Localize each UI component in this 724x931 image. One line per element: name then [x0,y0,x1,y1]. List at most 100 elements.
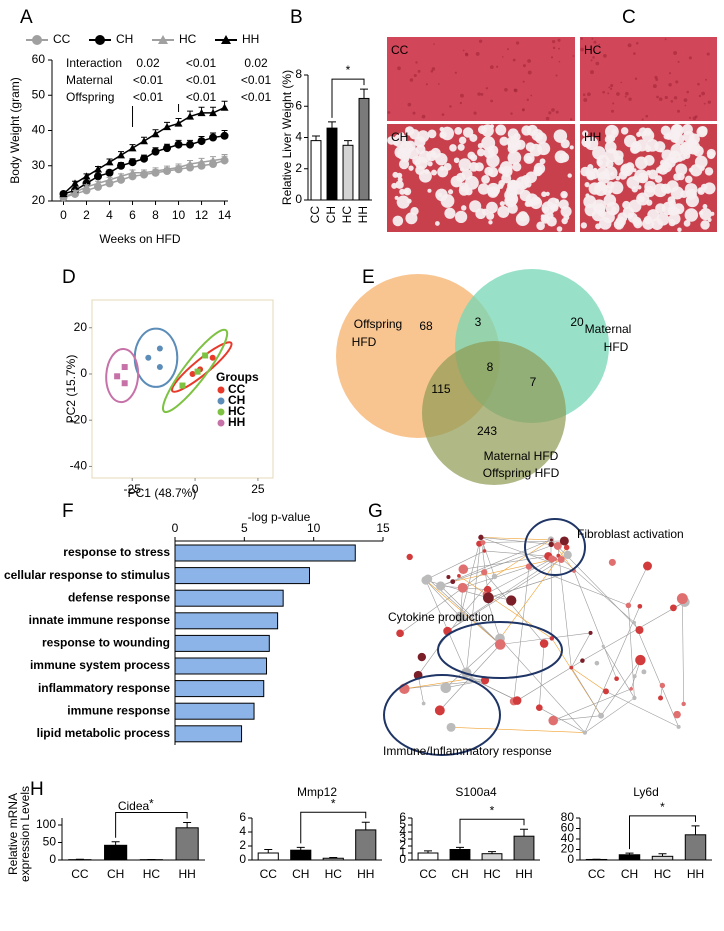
network-node [457,574,461,578]
tissue-texture [489,124,495,129]
tissue-texture [398,159,410,170]
network-edge [571,632,591,668]
significance-label: * [346,63,351,77]
data-point [186,159,195,168]
image-label: CC [391,43,409,57]
tissue-texture [655,166,663,174]
data-point [163,122,172,131]
tissue-texture [698,210,704,216]
significance-label: * [331,796,336,810]
tissue-texture [439,126,445,132]
tissue-texture [673,96,678,100]
histology-image [387,37,575,121]
x-tick-label: 14 [218,208,232,222]
data-point [174,163,183,171]
tissue-texture [673,51,678,55]
tissue-texture [677,60,680,63]
y-tick-label: 40 [561,831,575,845]
x-tick-label: HH [357,867,374,881]
data-point [114,373,121,380]
network-node [659,682,666,689]
tissue-texture [489,187,499,196]
stat-value: <0.01 [241,73,272,87]
tissue-texture [437,83,440,85]
tissue-texture [644,180,656,193]
network-edge [440,539,552,587]
y-tick-label: 0 [399,852,406,866]
bar [684,834,707,861]
tissue-texture [541,191,547,198]
network-edge [440,540,565,587]
network-edge [417,675,424,704]
bar [322,857,344,861]
tissue-texture [413,73,417,78]
tissue-texture [707,100,712,104]
tissue-texture [665,133,673,140]
x-tick-label: 15 [376,521,390,535]
network-edge [558,555,635,623]
tissue-texture [552,46,556,50]
network-node [632,620,637,625]
tissue-texture [454,71,457,74]
stat-value: <0.01 [133,90,164,104]
significance-bracket [300,811,367,844]
network-node [483,592,494,604]
tissue-texture [439,131,447,139]
tissue-texture [427,161,433,167]
tissue-texture [582,130,589,137]
network-node [446,575,451,580]
y-tick-label: 60 [32,52,46,66]
tissue-texture [403,187,412,196]
tissue-texture [675,163,688,176]
data-point [71,179,80,187]
tissue-texture [454,210,468,224]
data-point [121,380,128,387]
network-node [563,544,570,551]
network-node [635,625,644,634]
tissue-texture [686,90,690,94]
y-tick-label: 20 [74,320,88,334]
error-bar [183,822,192,828]
network-edge [399,572,485,634]
network-node [539,639,549,648]
tissue-texture [481,136,496,151]
network-edge [480,537,552,545]
tissue-texture [529,196,543,210]
y-tick-label: 20 [561,842,575,856]
tissue-texture [504,194,517,208]
tissue-texture [583,195,597,209]
tissue-texture [670,100,674,103]
network-edge [682,598,684,704]
data-point [220,131,229,140]
data-point [156,345,163,352]
tissue-texture [587,92,591,97]
x-tick-label: HC [483,867,501,881]
tissue-texture [460,205,467,211]
tissue-texture [632,168,637,173]
tissue-texture [554,198,559,203]
bar [358,97,370,201]
tissue-texture [634,77,638,80]
tissue-texture [486,211,495,220]
x-tick-label: CH [621,867,638,881]
error-bar [488,851,496,854]
error-bar [691,825,700,835]
tissue-texture [704,78,707,81]
x-tick-label: 0 [192,482,199,496]
tissue-texture [707,217,712,222]
tissue-texture [507,180,519,192]
network-node [480,540,486,546]
y-tick-label: 4 [295,130,302,144]
tissue-texture [449,144,457,152]
network-edge [460,576,495,618]
tissue-texture [654,175,663,183]
network-node [548,715,559,726]
y-tick-label: 50 [43,835,57,849]
panel-letter: A [20,7,33,28]
tissue-texture [479,39,483,43]
category-label: inflammatory response [38,681,170,695]
y-tick-label: 100 [36,817,56,831]
tissue-texture [704,167,714,176]
tissue-texture [459,182,469,192]
tissue-texture [696,126,708,138]
